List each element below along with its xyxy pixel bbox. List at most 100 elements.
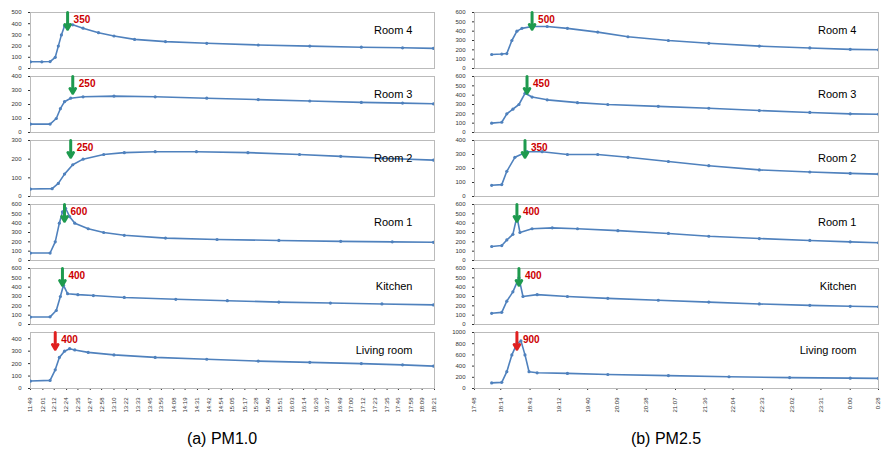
svg-text:Room 4: Room 4 bbox=[374, 24, 413, 36]
svg-text:Kitchen: Kitchen bbox=[376, 280, 413, 292]
svg-text:14:31: 14:31 bbox=[194, 397, 200, 413]
svg-text:400: 400 bbox=[11, 336, 22, 342]
svg-text:600: 600 bbox=[11, 201, 22, 207]
svg-text:100: 100 bbox=[455, 248, 466, 254]
svg-text:13:33: 13:33 bbox=[135, 397, 141, 413]
svg-text:0: 0 bbox=[462, 385, 466, 391]
svg-text:19:12: 19:12 bbox=[556, 397, 562, 413]
svg-text:0: 0 bbox=[18, 321, 22, 327]
svg-text:0:28: 0:28 bbox=[875, 397, 881, 409]
svg-text:17:00: 17:00 bbox=[348, 397, 354, 413]
svg-text:400: 400 bbox=[523, 206, 540, 217]
svg-text:16:26: 16:26 bbox=[313, 397, 319, 413]
svg-text:0: 0 bbox=[462, 65, 466, 71]
svg-text:400: 400 bbox=[11, 284, 22, 290]
svg-text:Room 3: Room 3 bbox=[374, 88, 413, 100]
svg-text:0: 0 bbox=[18, 257, 22, 263]
svg-text:350: 350 bbox=[531, 142, 548, 153]
svg-text:15:40: 15:40 bbox=[265, 397, 271, 413]
svg-text:200: 200 bbox=[11, 43, 22, 49]
svg-text:16:37: 16:37 bbox=[324, 397, 330, 413]
svg-text:400: 400 bbox=[455, 220, 466, 226]
svg-text:400: 400 bbox=[61, 334, 78, 345]
svg-text:600: 600 bbox=[11, 265, 22, 271]
svg-text:Living room: Living room bbox=[800, 344, 857, 356]
svg-text:100: 100 bbox=[455, 56, 466, 62]
svg-text:0: 0 bbox=[18, 385, 22, 391]
svg-text:0:00: 0:00 bbox=[847, 397, 853, 409]
svg-text:22:33: 22:33 bbox=[759, 397, 765, 413]
svg-text:15:51: 15:51 bbox=[277, 397, 283, 413]
svg-text:Room 2: Room 2 bbox=[374, 152, 413, 164]
svg-text:0: 0 bbox=[18, 193, 22, 199]
svg-text:200: 200 bbox=[11, 239, 22, 245]
svg-text:300: 300 bbox=[11, 348, 22, 354]
svg-text:400: 400 bbox=[11, 21, 22, 27]
svg-text:12:35: 12:35 bbox=[75, 397, 81, 413]
svg-text:13:10: 13:10 bbox=[111, 397, 117, 413]
svg-text:Room 1: Room 1 bbox=[374, 216, 413, 228]
svg-text:600: 600 bbox=[455, 352, 466, 358]
svg-text:100: 100 bbox=[11, 54, 22, 60]
svg-text:0: 0 bbox=[18, 65, 22, 71]
svg-text:18:09: 18:09 bbox=[419, 397, 425, 413]
svg-text:500: 500 bbox=[538, 14, 555, 25]
svg-text:600: 600 bbox=[455, 9, 466, 15]
svg-text:100: 100 bbox=[455, 120, 466, 126]
svg-text:0: 0 bbox=[462, 321, 466, 327]
svg-text:13:56: 13:56 bbox=[158, 397, 164, 413]
svg-text:11:49: 11:49 bbox=[27, 397, 33, 412]
svg-text:300: 300 bbox=[455, 229, 466, 235]
svg-text:200: 200 bbox=[455, 111, 466, 117]
svg-text:300: 300 bbox=[455, 101, 466, 107]
svg-text:0: 0 bbox=[462, 193, 466, 199]
svg-text:16:03: 16:03 bbox=[289, 397, 295, 413]
svg-text:100: 100 bbox=[11, 175, 22, 181]
svg-text:400: 400 bbox=[455, 137, 466, 143]
svg-text:21:36: 21:36 bbox=[702, 397, 708, 413]
svg-text:250: 250 bbox=[79, 78, 96, 89]
svg-text:400: 400 bbox=[11, 220, 22, 226]
svg-text:12:12: 12:12 bbox=[51, 397, 57, 413]
svg-text:0: 0 bbox=[462, 257, 466, 263]
svg-text:Living room: Living room bbox=[356, 344, 413, 356]
svg-text:22:04: 22:04 bbox=[730, 397, 736, 413]
svg-text:18:21: 18:21 bbox=[431, 397, 437, 413]
svg-text:Room 4: Room 4 bbox=[818, 24, 857, 36]
svg-text:400: 400 bbox=[11, 73, 22, 79]
svg-text:500: 500 bbox=[455, 211, 466, 217]
svg-text:17:35: 17:35 bbox=[384, 397, 390, 413]
svg-text:200: 200 bbox=[455, 303, 466, 309]
svg-text:Room 2: Room 2 bbox=[818, 152, 857, 164]
svg-text:300: 300 bbox=[455, 37, 466, 43]
svg-text:17:23: 17:23 bbox=[372, 397, 378, 413]
svg-text:400: 400 bbox=[455, 284, 466, 290]
svg-text:17:48: 17:48 bbox=[471, 397, 477, 413]
svg-text:Room 1: Room 1 bbox=[818, 216, 857, 228]
svg-text:500: 500 bbox=[11, 9, 22, 15]
svg-text:18:43: 18:43 bbox=[527, 397, 533, 413]
svg-text:12:47: 12:47 bbox=[87, 397, 93, 413]
svg-text:14:54: 14:54 bbox=[218, 397, 224, 413]
svg-text:12:58: 12:58 bbox=[99, 397, 105, 413]
svg-text:450: 450 bbox=[533, 78, 550, 89]
svg-text:500: 500 bbox=[455, 19, 466, 25]
svg-text:100: 100 bbox=[11, 373, 22, 379]
svg-text:14:42: 14:42 bbox=[206, 397, 212, 413]
svg-text:300: 300 bbox=[455, 293, 466, 299]
svg-text:300: 300 bbox=[11, 87, 22, 93]
svg-text:18:14: 18:14 bbox=[498, 397, 504, 413]
svg-text:100: 100 bbox=[455, 312, 466, 318]
svg-text:300: 300 bbox=[11, 229, 22, 235]
svg-text:900: 900 bbox=[523, 334, 540, 345]
svg-text:15:28: 15:28 bbox=[253, 397, 259, 413]
svg-text:1000: 1000 bbox=[452, 329, 466, 335]
svg-text:350: 350 bbox=[74, 14, 91, 25]
svg-text:17:46: 17:46 bbox=[395, 397, 401, 413]
svg-text:20:09: 20:09 bbox=[614, 397, 620, 413]
svg-text:250: 250 bbox=[77, 142, 94, 153]
svg-text:500: 500 bbox=[455, 83, 466, 89]
svg-text:15:17: 15:17 bbox=[242, 397, 248, 413]
svg-text:0: 0 bbox=[18, 129, 22, 135]
svg-text:100: 100 bbox=[11, 312, 22, 318]
